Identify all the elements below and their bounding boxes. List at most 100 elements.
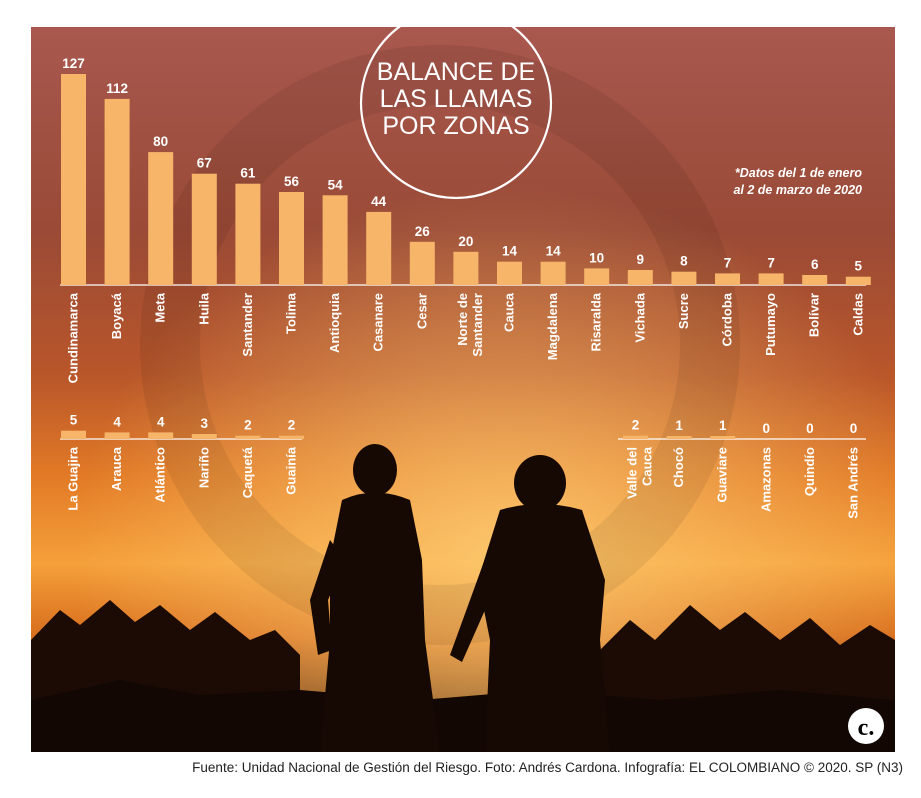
bar-value-label: 14 <box>502 244 518 259</box>
category-label: Caldas <box>850 293 865 336</box>
category-label: San Andrés <box>846 447 861 519</box>
bar-value-label: 2 <box>244 418 252 433</box>
title-badge: BALANCE DE LAS LLAMAS POR ZONAS <box>359 6 553 200</box>
bar-value-label: 112 <box>106 81 128 96</box>
category-label: Vichada <box>632 292 647 342</box>
bar-value-label: 2 <box>288 418 296 433</box>
bar <box>279 192 304 285</box>
category-label: Huila <box>196 292 211 325</box>
category-label: Antioquia <box>327 292 342 353</box>
bar-value-label: 5 <box>70 413 78 428</box>
bar-value-label: 10 <box>589 250 604 265</box>
bar <box>191 434 217 439</box>
category-label: Cauca <box>502 292 517 332</box>
category-label: Cesar <box>414 293 429 329</box>
footer-credit: Fuente: Unidad Nacional de Gestión del R… <box>192 760 903 775</box>
category-label: Guaviare <box>715 447 730 503</box>
logo-letter: c. <box>858 715 875 741</box>
bar <box>584 268 610 285</box>
category-label: Guainía <box>284 446 299 494</box>
bar-value-label: 26 <box>415 224 431 239</box>
bar-value-label: 2 <box>632 418 640 433</box>
category-label: Putumayo <box>763 293 778 356</box>
note-line-2: al 2 de marzo de 2020 <box>733 183 862 197</box>
category-label: Caquetá <box>240 446 255 498</box>
category-label: La Guajira <box>66 446 81 510</box>
bar <box>235 435 261 439</box>
bar <box>104 98 130 286</box>
bar-value-label: 80 <box>153 134 168 149</box>
category-label: Atlántico <box>153 447 168 503</box>
bar <box>627 270 653 285</box>
bar <box>845 276 871 285</box>
bar-value-label: 54 <box>328 177 344 192</box>
bar <box>366 211 392 285</box>
category-label: Risaralda <box>589 292 604 351</box>
category-label: Arauca <box>109 446 124 491</box>
category-label: Nariño <box>196 447 211 488</box>
title-line-1: BALANCE DE <box>377 58 535 86</box>
bar-value-label: 9 <box>637 252 645 267</box>
bar-value-label: 61 <box>240 166 256 181</box>
bar-value-label: 7 <box>724 255 732 270</box>
category-label: Norte deSantander <box>455 293 485 357</box>
bar <box>666 436 692 439</box>
bar-value-label: 4 <box>113 414 121 429</box>
bar-value-label: 6 <box>811 257 819 272</box>
watermark-logo-icon <box>140 45 740 645</box>
bar-value-label: 3 <box>201 416 209 431</box>
bar <box>148 432 174 439</box>
bar-value-label: 44 <box>371 194 387 209</box>
bar <box>409 241 435 285</box>
category-label: Chocó <box>671 447 686 488</box>
date-note: *Datos del 1 de enero al 2 de marzo de 2… <box>733 166 862 197</box>
bar-value-label: 127 <box>62 56 85 71</box>
bar-value-label: 56 <box>284 174 300 189</box>
bar-value-label: 1 <box>719 418 727 433</box>
title-line-2: LAS LLAMAS <box>380 85 533 113</box>
bar-value-label: 7 <box>767 255 775 270</box>
bar-value-label: 4 <box>157 414 165 429</box>
category-label: Cundinamarca <box>66 292 81 383</box>
bar <box>235 183 261 285</box>
bar <box>104 432 130 439</box>
category-label: Valle delCauca <box>625 446 655 499</box>
bar <box>279 435 304 439</box>
category-label: Santander <box>240 293 255 357</box>
bar-value-label: 14 <box>546 244 562 259</box>
bar <box>453 251 479 285</box>
bar <box>191 173 217 285</box>
bar <box>148 152 174 285</box>
el-colombiano-logo-icon <box>848 708 884 744</box>
title-circle-icon <box>359 6 553 200</box>
bar-value-label: 0 <box>850 421 858 436</box>
category-label: Magdalena <box>545 292 560 360</box>
bar-value-label: 8 <box>680 254 688 269</box>
bar <box>623 435 648 439</box>
logo-badge: c. <box>848 708 884 744</box>
bar <box>710 436 736 439</box>
bar-value-label: 0 <box>763 421 771 436</box>
category-label: Sucre <box>676 293 691 329</box>
category-label: Meta <box>153 292 168 322</box>
bar <box>540 261 566 285</box>
bar-value-label: 20 <box>458 234 473 249</box>
people-silhouette <box>310 444 610 752</box>
bar-value-label: 5 <box>855 259 863 274</box>
bar <box>715 273 740 285</box>
category-label: Tolima <box>284 292 299 334</box>
bar <box>758 273 784 285</box>
bars: 127Cundinamarca112Boyacá80Meta67Huila61S… <box>61 56 871 519</box>
bar <box>802 275 828 285</box>
bar <box>61 74 86 285</box>
category-label: Córdoba <box>720 292 735 346</box>
bar-value-label: 1 <box>675 418 683 433</box>
bar <box>671 271 697 285</box>
bar-value-label: 67 <box>197 156 212 171</box>
category-label: Amazonas <box>758 447 773 512</box>
category-label: Casanare <box>371 293 386 352</box>
category-label: Boyacá <box>109 292 124 339</box>
category-label: Quindío <box>802 447 817 496</box>
